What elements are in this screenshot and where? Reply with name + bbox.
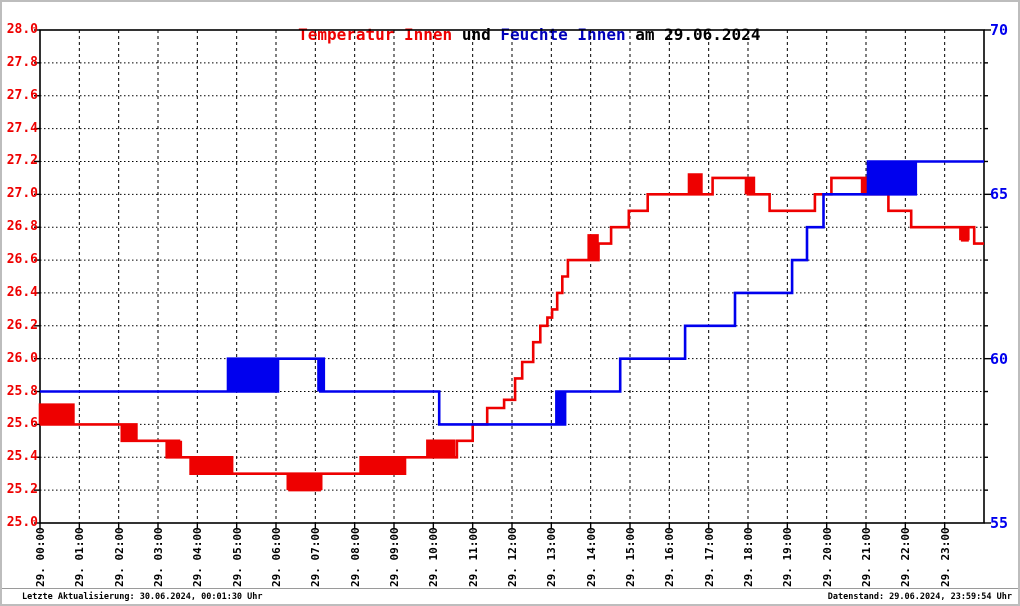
y-left-tick-label: 27.6 bbox=[6, 87, 38, 103]
y-left-tick-label: 27.0 bbox=[6, 186, 38, 202]
x-tick-label: 29. 07:00 bbox=[309, 527, 323, 587]
x-tick-label: 29. 17:00 bbox=[702, 527, 716, 587]
x-tick-label: 29. 21:00 bbox=[860, 527, 873, 587]
y-left-tick-label: 27.8 bbox=[6, 54, 38, 70]
y-right-tick-label: 65 bbox=[990, 185, 1009, 204]
x-tick-label: 29. 06:00 bbox=[270, 527, 283, 587]
x-tick-label: 29. 08:00 bbox=[348, 527, 362, 587]
x-tick-label: 29. 02:00 bbox=[112, 527, 126, 587]
y-right-tick-label: 70 bbox=[990, 21, 1009, 39]
x-tick-label: 29. 22:00 bbox=[899, 527, 913, 587]
x-tick-label: 29. 14:00 bbox=[584, 527, 598, 587]
last-update-text: Letzte Aktualisierung: 30.06.2024, 00:01… bbox=[22, 592, 263, 602]
x-tick-label: 29. 12:00 bbox=[506, 527, 519, 587]
x-tick-label: 29. 00:00 bbox=[34, 527, 47, 587]
x-tick-label: 29. 13:00 bbox=[545, 527, 559, 587]
plot-border bbox=[39, 29, 985, 524]
x-tick-label: 29. 18:00 bbox=[742, 527, 755, 587]
y-left-tick-label: 25.4 bbox=[6, 449, 38, 465]
x-tick-label: 29. 19:00 bbox=[781, 527, 795, 587]
y-right-tick-label: 60 bbox=[990, 349, 1009, 368]
y-left-tick-label: 27.2 bbox=[6, 153, 38, 169]
y-left-tick-label: 25.2 bbox=[6, 482, 38, 498]
y-left-tick-label: 27.4 bbox=[6, 120, 38, 136]
y-left-tick-label: 26.0 bbox=[6, 350, 38, 366]
x-tick-label: 29. 05:00 bbox=[230, 527, 244, 587]
x-tick-label: 29. 20:00 bbox=[820, 527, 834, 587]
y-left-tick-label: 26.8 bbox=[6, 219, 38, 235]
x-tick-label: 29. 01:00 bbox=[73, 527, 87, 587]
y-left-tick-label: 25.8 bbox=[6, 383, 38, 399]
data-timestamp-text: Datenstand: 29.06.2024, 23:59:54 Uhr bbox=[827, 592, 1012, 602]
x-tick-label: 29. 15:00 bbox=[624, 527, 637, 587]
x-tick-label: 29. 11:00 bbox=[466, 527, 480, 587]
x-tick-label: 29. 10:00 bbox=[427, 527, 441, 587]
series-humidity bbox=[40, 160, 984, 426]
x-tick-label: 29. 16:00 bbox=[663, 527, 677, 587]
y-right-tick-label: 55 bbox=[990, 514, 1009, 532]
y-left-tick-label: 26.4 bbox=[6, 284, 38, 300]
y-left-tick-label: 26.2 bbox=[6, 317, 38, 333]
y-left-tick-label: 25.0 bbox=[6, 515, 38, 530]
y-left-tick-label: 25.6 bbox=[6, 416, 38, 432]
x-tick-label: 29. 04:00 bbox=[191, 527, 205, 587]
status-bar: Letzte Aktualisierung: 30.06.2024, 00:01… bbox=[2, 588, 1018, 604]
x-tick-label: 29. 23:00 bbox=[938, 527, 952, 587]
y-left-tick-label: 26.6 bbox=[6, 252, 38, 268]
x-tick-label: 29. 03:00 bbox=[152, 527, 165, 587]
y-left-tick-label: 28.0 bbox=[6, 22, 38, 37]
x-tick-label: 29. 09:00 bbox=[388, 527, 401, 587]
